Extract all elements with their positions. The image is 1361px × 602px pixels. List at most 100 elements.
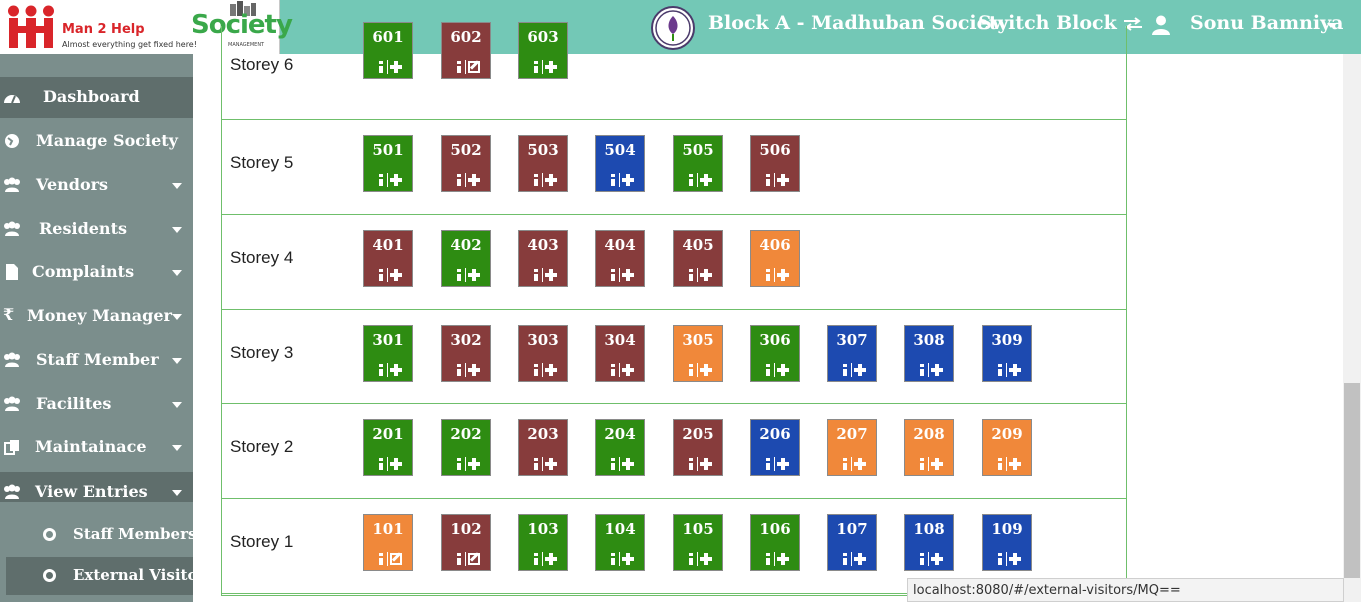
plus-icon[interactable] [854,364,866,376]
plus-icon[interactable] [622,269,634,281]
switch-block-button[interactable]: Switch Block [978,12,1143,34]
flat-tile[interactable]: 103 [518,514,568,571]
plus-icon[interactable] [854,553,866,565]
info-icon[interactable] [611,364,615,376]
info-icon[interactable] [920,458,924,470]
plus-icon[interactable] [931,553,943,565]
info-icon[interactable] [379,174,383,186]
flat-tile[interactable]: 202 [441,419,491,476]
info-icon[interactable] [689,553,693,565]
plus-icon[interactable] [700,269,712,281]
info-icon[interactable] [534,458,538,470]
info-icon[interactable] [534,269,538,281]
flat-tile[interactable]: 401 [363,230,413,287]
plus-icon[interactable] [468,269,480,281]
info-icon[interactable] [689,269,693,281]
info-icon[interactable] [689,174,693,186]
info-icon[interactable] [457,174,461,186]
flat-tile[interactable]: 405 [673,230,723,287]
plus-icon[interactable] [545,61,557,73]
plus-icon[interactable] [545,553,557,565]
user-menu-button[interactable]: Sonu Bamniya [1190,12,1344,34]
edit-icon[interactable] [468,553,480,565]
flat-tile[interactable]: 303 [518,325,568,382]
plus-icon[interactable] [1009,553,1021,565]
sidebar-item-dashboard[interactable]: Dashboard [0,77,193,118]
flat-tile[interactable]: 107 [827,514,877,571]
info-icon[interactable] [457,458,461,470]
plus-icon[interactable] [468,364,480,376]
plus-icon[interactable] [777,458,789,470]
scrollbar-thumb[interactable] [1344,383,1360,578]
info-icon[interactable] [611,269,615,281]
edit-icon[interactable] [390,553,402,565]
flat-tile[interactable]: 304 [595,325,645,382]
info-icon[interactable] [766,458,770,470]
plus-icon[interactable] [1009,458,1021,470]
plus-icon[interactable] [777,364,789,376]
flat-tile[interactable]: 106 [750,514,800,571]
info-icon[interactable] [457,61,461,73]
flat-tile[interactable]: 308 [904,325,954,382]
sidebar-item-vendors[interactable]: Vendors [0,165,193,205]
flat-tile[interactable]: 501 [363,135,413,192]
info-icon[interactable] [843,553,847,565]
logo-area[interactable]: Man 2 Help Almost everything get fixed h… [0,0,293,54]
flat-tile[interactable]: 504 [595,135,645,192]
info-icon[interactable] [766,269,770,281]
info-icon[interactable] [457,269,461,281]
info-icon[interactable] [998,364,1002,376]
plus-icon[interactable] [622,553,634,565]
plus-icon[interactable] [468,458,480,470]
sidebar-item-staff-member[interactable]: Staff Member [0,340,193,380]
edit-icon[interactable] [468,61,480,73]
sidebar-item-facilites[interactable]: Facilites [0,384,193,424]
flat-tile[interactable]: 205 [673,419,723,476]
info-icon[interactable] [843,364,847,376]
flat-tile[interactable]: 108 [904,514,954,571]
plus-icon[interactable] [1009,364,1021,376]
plus-icon[interactable] [545,269,557,281]
info-icon[interactable] [766,364,770,376]
flat-tile[interactable]: 307 [827,325,877,382]
flat-tile[interactable]: 601 [363,22,413,79]
plus-icon[interactable] [468,174,480,186]
flat-tile[interactable]: 602 [441,22,491,79]
plus-icon[interactable] [390,364,402,376]
plus-icon[interactable] [622,174,634,186]
submenu-item-external-visitors[interactable]: External Visitors [6,557,214,595]
plus-icon[interactable] [700,364,712,376]
flat-tile[interactable]: 603 [518,22,568,79]
info-icon[interactable] [379,458,383,470]
sidebar-item-manage-society[interactable]: Manage Society [0,121,193,161]
info-icon[interactable] [379,269,383,281]
flat-tile[interactable]: 207 [827,419,877,476]
info-icon[interactable] [843,458,847,470]
info-icon[interactable] [766,174,770,186]
flat-tile[interactable]: 302 [441,325,491,382]
plus-icon[interactable] [622,364,634,376]
flat-tile[interactable]: 404 [595,230,645,287]
info-icon[interactable] [534,553,538,565]
plus-icon[interactable] [931,458,943,470]
plus-icon[interactable] [700,553,712,565]
plus-icon[interactable] [777,553,789,565]
plus-icon[interactable] [777,174,789,186]
flat-tile[interactable]: 101 [363,514,413,571]
flat-tile[interactable]: 503 [518,135,568,192]
info-icon[interactable] [611,174,615,186]
info-icon[interactable] [457,364,461,376]
flat-tile[interactable]: 502 [441,135,491,192]
info-icon[interactable] [766,553,770,565]
plus-icon[interactable] [390,61,402,73]
flat-tile[interactable]: 201 [363,419,413,476]
plus-icon[interactable] [545,458,557,470]
sidebar-item-residents[interactable]: Residents [0,209,193,249]
info-icon[interactable] [689,458,693,470]
submenu-item-staff-members[interactable]: Staff Members [0,516,196,554]
flat-tile[interactable]: 505 [673,135,723,192]
plus-icon[interactable] [854,458,866,470]
flat-tile[interactable]: 309 [982,325,1032,382]
info-icon[interactable] [611,458,615,470]
flat-tile[interactable]: 306 [750,325,800,382]
